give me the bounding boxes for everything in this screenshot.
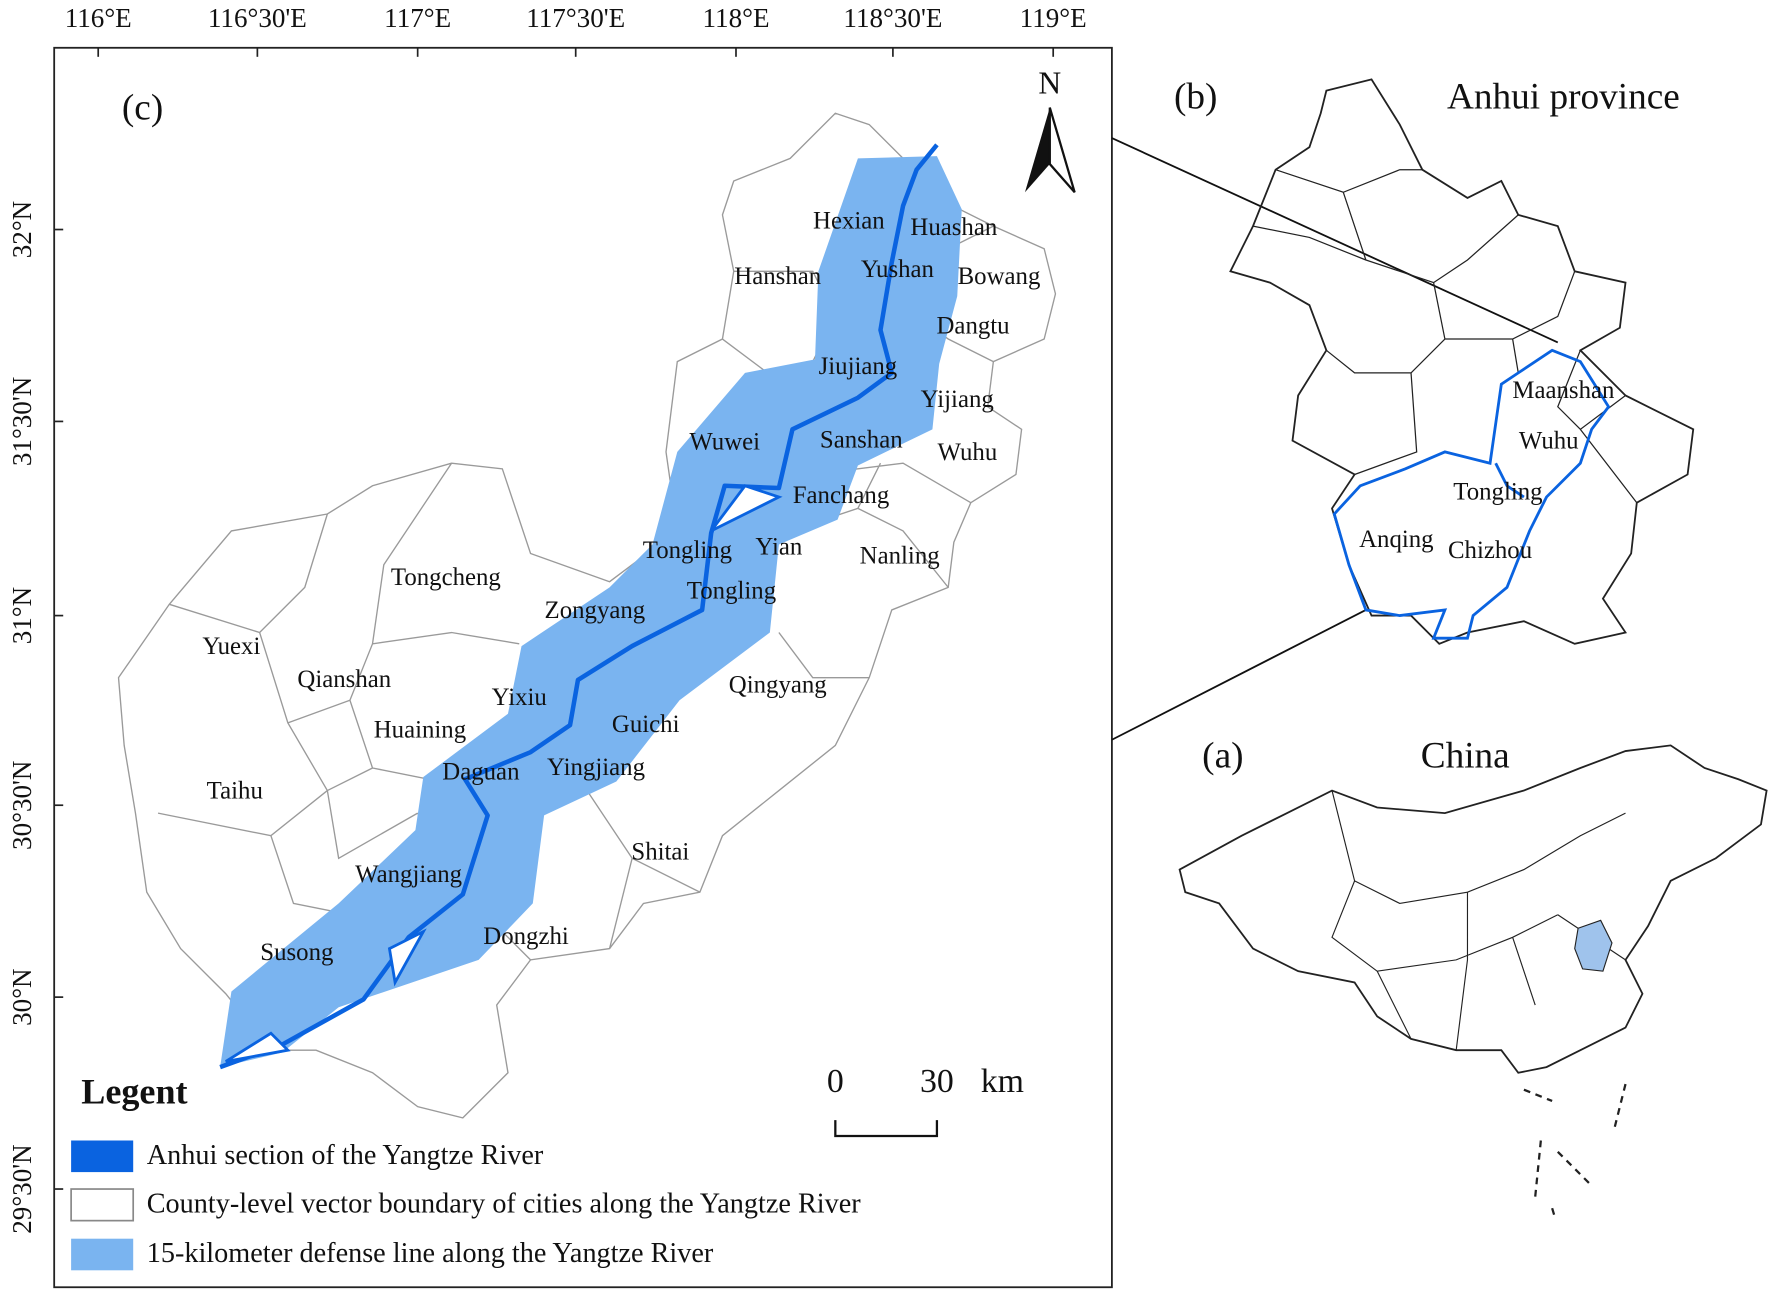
north-label: N [1038, 65, 1061, 100]
place-label: Sanshan [820, 426, 903, 453]
scale-unit: km [981, 1063, 1024, 1100]
place-label: Wuwei [689, 429, 760, 456]
legend-swatch [71, 1140, 134, 1173]
lon-label: 118°E [703, 3, 770, 33]
lat-label: 31°30'N [7, 377, 37, 466]
place-label: Wangjiang [355, 861, 462, 888]
place-label: Yian [755, 534, 802, 561]
lat-label: 29°30'N [7, 1144, 37, 1233]
lon-label: 116°30'E [208, 3, 307, 33]
scale-bar [834, 1120, 939, 1138]
china-provinces [1331, 790, 1626, 1051]
north-arrow-right [1048, 107, 1076, 194]
place-label: Bowang [958, 263, 1041, 290]
place-label: Tongcheng [391, 564, 501, 591]
place-label: Anqing [1359, 526, 1433, 553]
panel-label: (b) [1174, 76, 1217, 117]
place-label: Fanchang [793, 482, 890, 509]
legend-label: Anhui section of the Yangtze River [147, 1140, 544, 1171]
lon-label: 118°30'E [843, 3, 942, 33]
place-label: Wuhu [938, 439, 998, 466]
place-label: Susong [260, 939, 333, 966]
place-label: Tongling [643, 537, 732, 564]
legend-label: 15-kilometer defense line along the Yang… [147, 1238, 714, 1269]
place-label: Taihu [207, 778, 263, 805]
place-label: Huashan [910, 214, 997, 241]
place-label: Hexian [813, 207, 885, 234]
place-label: Nanling [860, 543, 940, 570]
place-labels: Maanshan Wuhu Tongling Anqing Chizhou [1359, 377, 1615, 564]
place-label: Zongyang [545, 597, 646, 624]
south-china-sea-islands [1523, 1083, 1627, 1220]
graticule-ticks: 116°E 116°30'E 117°E 117°30'E 118°E 118°30'E 1… [7, 3, 1087, 1234]
lon-label: 119°E [1020, 3, 1087, 33]
place-label: Chizhou [1448, 537, 1532, 564]
place-label: Yushan [861, 256, 935, 283]
anhui-highlight [1574, 919, 1613, 972]
place-label: Qingyang [729, 671, 827, 698]
place-label: Tongling [687, 578, 776, 605]
legend-swatch [71, 1238, 134, 1271]
lat-label: 30°30'N [7, 761, 37, 850]
river-islands [225, 484, 783, 1063]
place-label: Yixiu [492, 684, 547, 711]
place-label: Guichi [612, 711, 680, 738]
place-label: Tongling [1453, 478, 1542, 505]
lat-label: 32°N [7, 201, 37, 258]
place-label: Jiujiang [819, 353, 898, 380]
panel-title: Anhui province [1447, 76, 1680, 117]
panel-label: (c) [122, 88, 163, 129]
connector-lines [1111, 137, 1559, 741]
panel-title: China [1421, 735, 1510, 776]
place-label: Yingjiang [547, 754, 645, 781]
legend-title: Legent [81, 1072, 187, 1112]
scale-start: 0 [827, 1063, 844, 1100]
scale-end: 30 [920, 1063, 954, 1100]
lon-label: 117°E [384, 3, 451, 33]
place-label: Qianshan [297, 666, 391, 693]
panel-label: (a) [1202, 735, 1243, 776]
legend-label: County-level vector boundary of cities a… [147, 1188, 862, 1219]
defense-buffer [220, 156, 962, 1068]
place-label: Shitai [631, 838, 689, 865]
china-outline [1178, 744, 1768, 1074]
place-label: Dangtu [937, 312, 1010, 339]
legend-swatch [70, 1188, 135, 1222]
place-labels: Hexian Huashan Yushan Bowang Hanshan Dangtu Ji… [202, 207, 1040, 965]
river [219, 143, 939, 1070]
anhui-prefectures [1252, 169, 1638, 504]
place-label: Huaining [374, 717, 466, 744]
lon-label: 117°30'E [526, 3, 625, 33]
place-label: Dongzhi [483, 923, 569, 950]
lon-label: 116°E [65, 3, 132, 33]
place-label: Daguan [442, 758, 520, 785]
place-label: Hanshan [734, 263, 821, 290]
place-label: Yuexi [202, 633, 260, 660]
place-label: Wuhu [1519, 428, 1579, 455]
lat-label: 30°N [7, 968, 37, 1025]
lat-label: 31°N [7, 587, 37, 644]
study-cities-outline [1332, 348, 1611, 640]
anhui-outline [1229, 78, 1695, 645]
north-arrow-left [1024, 107, 1050, 193]
place-label: Maanshan [1512, 377, 1615, 404]
place-label: Yijiang [921, 386, 994, 413]
